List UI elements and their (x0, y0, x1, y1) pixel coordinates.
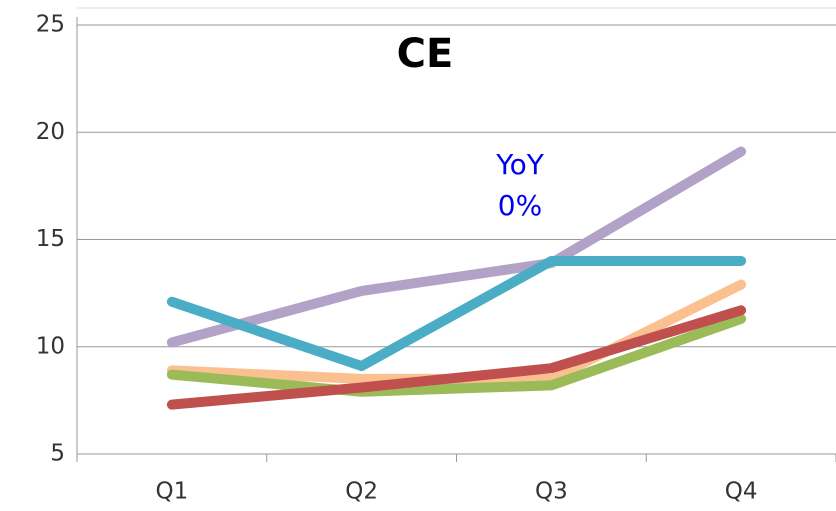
y-tick-label: 10 (36, 333, 65, 359)
series-line (166, 255, 747, 372)
series-line (166, 305, 747, 410)
y-tick-label: 25 (36, 12, 65, 38)
series-line (166, 313, 747, 397)
y-tick-label: 20 (36, 119, 65, 145)
annotation: 0% (498, 189, 542, 222)
series-line (166, 146, 747, 348)
x-tick-label: Q4 (725, 479, 758, 505)
x-tick-label: Q1 (156, 479, 189, 505)
chart-title: CE (397, 31, 454, 77)
x-tick-label: Q3 (535, 479, 568, 505)
annotation: YoY (495, 148, 545, 181)
x-tick-label: Q2 (345, 479, 378, 505)
y-tick-label: 5 (50, 441, 65, 467)
y-tick-label: 15 (36, 226, 65, 252)
